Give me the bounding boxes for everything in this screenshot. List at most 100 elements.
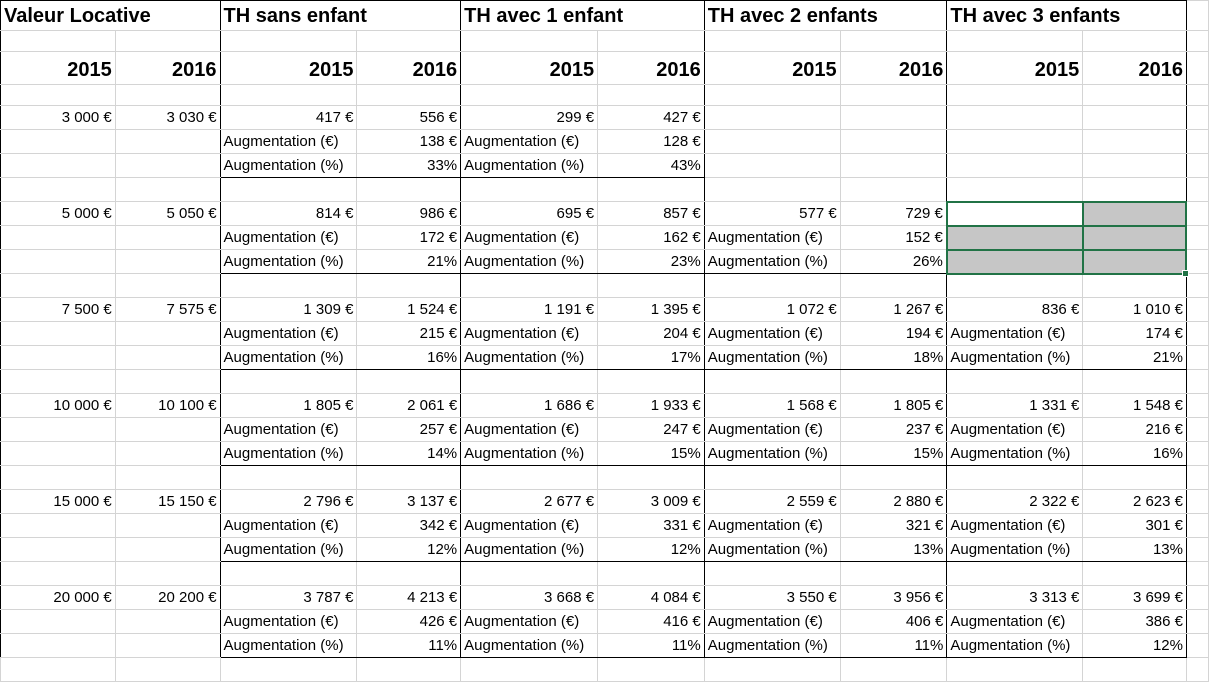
augmentation-pct-label[interactable]: Augmentation (%) [219,249,358,274]
augmentation-eur-label[interactable]: Augmentation (€) [219,609,358,634]
empty-cell[interactable] [597,657,705,682]
empty-cell[interactable] [1185,465,1209,490]
empty-cell[interactable] [597,561,705,586]
selected-cell[interactable] [1081,200,1188,227]
augmentation-eur-value[interactable]: 331 € [597,513,705,538]
empty-cell[interactable] [0,369,116,394]
empty-cell[interactable] [839,273,948,298]
year-header[interactable]: 2016 [597,51,705,85]
empty-cell[interactable] [0,273,116,298]
value-2016[interactable]: 1 548 € [1082,393,1187,418]
empty-cell[interactable] [946,369,1084,394]
augmentation-eur-value[interactable]: 386 € [1082,609,1187,634]
augmentation-eur-label[interactable]: Augmentation (€) [219,321,358,346]
empty-cell[interactable] [839,153,948,178]
augmentation-pct-value[interactable]: 11% [356,633,462,658]
header-th-3-enfants[interactable]: TH avec 3 enfants [946,0,1187,31]
empty-cell[interactable] [1082,369,1187,394]
empty-cell[interactable] [703,84,841,106]
augmentation-pct-value[interactable]: 23% [597,249,705,274]
year-header[interactable]: 2015 [460,51,599,85]
empty-cell[interactable] [1185,84,1209,106]
value-2015[interactable]: 3 668 € [460,585,599,610]
augmentation-eur-value[interactable]: 162 € [597,225,705,250]
empty-cell[interactable] [1185,561,1209,586]
empty-cell[interactable] [597,273,705,298]
valeur-locative-2015[interactable]: 7 500 € [0,297,116,322]
empty-cell[interactable] [0,657,116,682]
valeur-locative-2015[interactable]: 3 000 € [0,105,116,130]
augmentation-eur-label[interactable]: Augmentation (€) [460,225,599,250]
augmentation-pct-value[interactable]: 15% [597,441,705,466]
augmentation-pct-label[interactable]: Augmentation (%) [946,537,1084,562]
selected-cell[interactable] [945,224,1084,251]
empty-cell[interactable] [839,177,948,202]
empty-cell[interactable] [839,84,948,106]
augmentation-eur-label[interactable]: Augmentation (€) [703,513,841,538]
augmentation-eur-label[interactable]: Augmentation (€) [946,321,1084,346]
augmentation-eur-label[interactable]: Augmentation (€) [460,417,599,442]
empty-cell[interactable] [219,273,358,298]
empty-cell[interactable] [1082,465,1187,490]
augmentation-eur-value[interactable]: 247 € [597,417,705,442]
augmentation-pct-label[interactable]: Augmentation (%) [703,633,841,658]
augmentation-pct-value[interactable]: 21% [1082,345,1187,370]
empty-cell[interactable] [946,465,1084,490]
year-header[interactable]: 2015 [0,51,116,85]
empty-cell[interactable] [460,657,599,682]
empty-cell[interactable] [703,30,841,52]
augmentation-pct-label[interactable]: Augmentation (%) [703,537,841,562]
augmentation-eur-label[interactable]: Augmentation (€) [703,609,841,634]
empty-cell[interactable] [0,465,116,490]
augmentation-pct-value[interactable]: 43% [597,153,705,178]
value-2016[interactable]: 1 395 € [597,297,705,322]
value-2016[interactable]: 3 009 € [597,489,705,514]
augmentation-pct-label[interactable]: Augmentation (%) [219,345,358,370]
empty-cell[interactable] [1082,84,1187,106]
empty-cell[interactable] [0,441,116,466]
empty-cell[interactable] [0,225,116,250]
augmentation-pct-value[interactable]: 15% [839,441,948,466]
empty-cell[interactable] [1185,369,1209,394]
empty-cell[interactable] [460,30,599,52]
empty-cell[interactable] [0,30,116,52]
cell[interactable] [1185,153,1209,178]
augmentation-pct-label[interactable]: Augmentation (%) [219,537,358,562]
cell[interactable] [1185,201,1209,226]
valeur-locative-2015[interactable]: 10 000 € [0,393,116,418]
augmentation-eur-value[interactable]: 215 € [356,321,462,346]
value-2016[interactable]: 1 805 € [839,393,948,418]
empty-cell[interactable] [839,105,948,130]
valeur-locative-2016[interactable]: 10 100 € [114,393,221,418]
value-2015[interactable]: 2 796 € [219,489,358,514]
valeur-locative-2016[interactable]: 5 050 € [114,201,221,226]
empty-cell[interactable] [0,345,116,370]
cell[interactable] [1185,105,1209,130]
empty-cell[interactable] [839,465,948,490]
empty-cell[interactable] [1185,30,1209,52]
empty-cell[interactable] [839,561,948,586]
value-2016[interactable]: 1 933 € [597,393,705,418]
empty-cell[interactable] [1082,657,1187,682]
empty-cell[interactable] [114,465,221,490]
augmentation-eur-label[interactable]: Augmentation (€) [460,609,599,634]
year-header[interactable]: 2016 [1082,51,1187,85]
augmentation-pct-label[interactable]: Augmentation (%) [946,633,1084,658]
value-2016[interactable]: 729 € [839,201,948,226]
empty-cell[interactable] [0,249,116,274]
empty-cell[interactable] [1185,177,1209,202]
empty-cell[interactable] [356,657,462,682]
empty-cell[interactable] [219,84,358,106]
augmentation-eur-value[interactable]: 321 € [839,513,948,538]
augmentation-eur-value[interactable]: 426 € [356,609,462,634]
augmentation-pct-value[interactable]: 26% [839,249,948,274]
empty-cell[interactable] [1082,273,1187,298]
augmentation-eur-value[interactable]: 342 € [356,513,462,538]
empty-cell[interactable] [114,84,221,106]
empty-cell[interactable] [356,273,462,298]
augmentation-pct-label[interactable]: Augmentation (%) [460,249,599,274]
value-2016[interactable]: 4 213 € [356,585,462,610]
value-2015[interactable]: 2 559 € [703,489,841,514]
cell[interactable] [1185,585,1209,610]
augmentation-eur-value[interactable]: 237 € [839,417,948,442]
